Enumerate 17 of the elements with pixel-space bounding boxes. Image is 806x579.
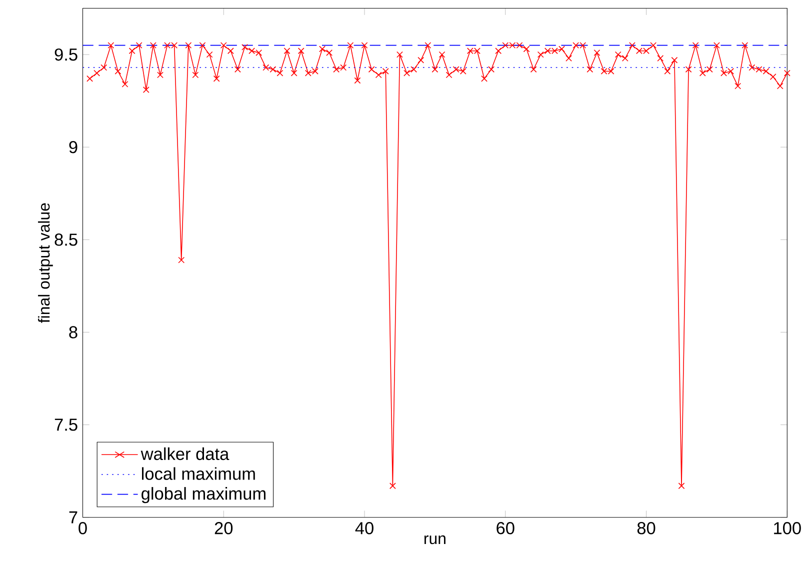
y-tick-label: 7 — [69, 511, 78, 524]
x-tick-label: 0 — [78, 522, 87, 534]
x-tick-label: 20 — [214, 522, 233, 534]
legend-label: global maximum — [142, 486, 266, 504]
y-tick-label: 8 — [69, 326, 78, 338]
x-tick-label: 80 — [637, 522, 656, 534]
y-axis-title: final output value — [38, 203, 53, 323]
x-axis-title: run — [424, 535, 446, 544]
x-tick-label: 100 — [774, 522, 801, 534]
x-tick-label: 40 — [355, 522, 374, 534]
legend-label: local maximum — [142, 467, 255, 480]
y-tick-label: 9 — [69, 140, 78, 154]
legend-label: walker data — [140, 447, 230, 460]
y-tick-label: 7.5 — [54, 418, 78, 431]
y-tick-label: 9.5 — [54, 48, 78, 61]
y-tick-label: 8.5 — [54, 233, 78, 246]
x-tick-label: 60 — [496, 522, 514, 534]
